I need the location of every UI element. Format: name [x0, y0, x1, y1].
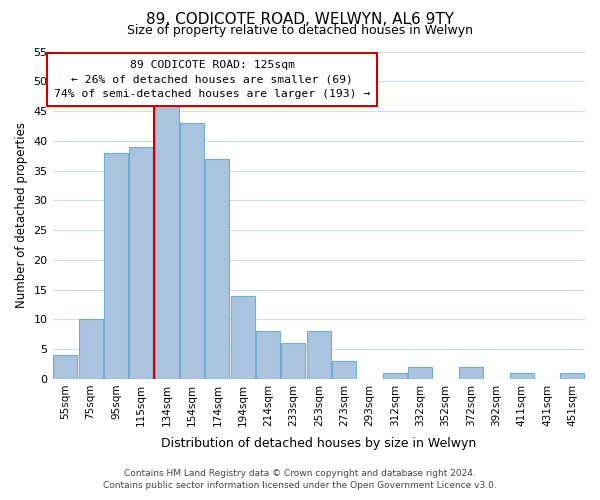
Bar — [383, 373, 407, 379]
Bar — [79, 320, 103, 379]
Bar — [459, 367, 483, 379]
Bar — [509, 373, 533, 379]
Bar — [180, 123, 204, 379]
X-axis label: Distribution of detached houses by size in Welwyn: Distribution of detached houses by size … — [161, 437, 476, 450]
Bar — [155, 105, 179, 379]
Text: 89, CODICOTE ROAD, WELWYN, AL6 9TY: 89, CODICOTE ROAD, WELWYN, AL6 9TY — [146, 12, 454, 28]
Bar — [104, 152, 128, 379]
Bar — [205, 158, 229, 379]
Bar — [307, 332, 331, 379]
Y-axis label: Number of detached properties: Number of detached properties — [15, 122, 28, 308]
Text: 89 CODICOTE ROAD: 125sqm
← 26% of detached houses are smaller (69)
74% of semi-d: 89 CODICOTE ROAD: 125sqm ← 26% of detach… — [54, 60, 370, 100]
Bar — [281, 343, 305, 379]
Bar — [256, 332, 280, 379]
Text: Contains HM Land Registry data © Crown copyright and database right 2024.
Contai: Contains HM Land Registry data © Crown c… — [103, 468, 497, 490]
Text: Size of property relative to detached houses in Welwyn: Size of property relative to detached ho… — [127, 24, 473, 37]
Bar — [560, 373, 584, 379]
Bar — [230, 296, 255, 379]
Bar — [53, 355, 77, 379]
Bar — [408, 367, 432, 379]
Bar — [332, 361, 356, 379]
Bar — [129, 146, 154, 379]
